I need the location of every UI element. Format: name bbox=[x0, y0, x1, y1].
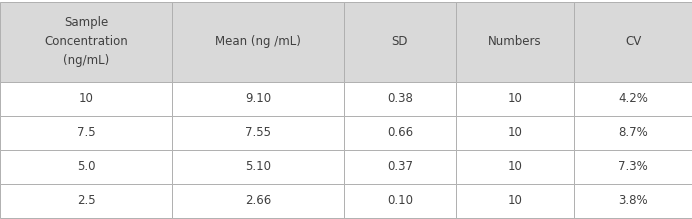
Text: 5.0: 5.0 bbox=[77, 160, 95, 173]
Bar bbox=[0, 184, 172, 217]
Bar bbox=[172, 81, 344, 115]
Text: 5.10: 5.10 bbox=[245, 160, 271, 173]
Bar bbox=[456, 2, 574, 81]
Text: SD: SD bbox=[392, 35, 408, 48]
Bar bbox=[456, 184, 574, 217]
Bar bbox=[344, 150, 456, 184]
Text: Mean (ng /mL): Mean (ng /mL) bbox=[215, 35, 301, 48]
Bar bbox=[0, 2, 172, 81]
Text: 2.66: 2.66 bbox=[245, 194, 271, 207]
Bar bbox=[344, 2, 456, 81]
Text: 8.7%: 8.7% bbox=[618, 126, 648, 139]
Text: 7.3%: 7.3% bbox=[618, 160, 648, 173]
Text: 10: 10 bbox=[507, 92, 522, 105]
Bar bbox=[574, 150, 692, 184]
Text: 0.66: 0.66 bbox=[387, 126, 413, 139]
Bar bbox=[574, 184, 692, 217]
Bar bbox=[344, 184, 456, 217]
Bar bbox=[574, 115, 692, 150]
Bar bbox=[574, 81, 692, 115]
Text: 0.38: 0.38 bbox=[387, 92, 413, 105]
Text: 10: 10 bbox=[507, 194, 522, 207]
Bar bbox=[344, 81, 456, 115]
Text: 10: 10 bbox=[79, 92, 93, 105]
Bar bbox=[0, 115, 172, 150]
Text: 3.8%: 3.8% bbox=[618, 194, 648, 207]
Text: 0.37: 0.37 bbox=[387, 160, 413, 173]
Text: Sample
Concentration
(ng/mL): Sample Concentration (ng/mL) bbox=[44, 16, 128, 67]
Bar bbox=[0, 150, 172, 184]
Bar bbox=[574, 2, 692, 81]
Bar bbox=[172, 2, 344, 81]
Text: 10: 10 bbox=[507, 160, 522, 173]
Text: CV: CV bbox=[625, 35, 641, 48]
Text: 7.5: 7.5 bbox=[77, 126, 95, 139]
Bar bbox=[172, 150, 344, 184]
Text: 2.5: 2.5 bbox=[77, 194, 95, 207]
Bar bbox=[0, 81, 172, 115]
Text: 9.10: 9.10 bbox=[245, 92, 271, 105]
Bar bbox=[172, 115, 344, 150]
Bar bbox=[344, 115, 456, 150]
Bar bbox=[456, 115, 574, 150]
Text: 0.10: 0.10 bbox=[387, 194, 413, 207]
Text: 4.2%: 4.2% bbox=[618, 92, 648, 105]
Text: 7.55: 7.55 bbox=[245, 126, 271, 139]
Bar bbox=[456, 150, 574, 184]
Text: 10: 10 bbox=[507, 126, 522, 139]
Bar bbox=[172, 184, 344, 217]
Text: Numbers: Numbers bbox=[488, 35, 542, 48]
Bar bbox=[456, 81, 574, 115]
